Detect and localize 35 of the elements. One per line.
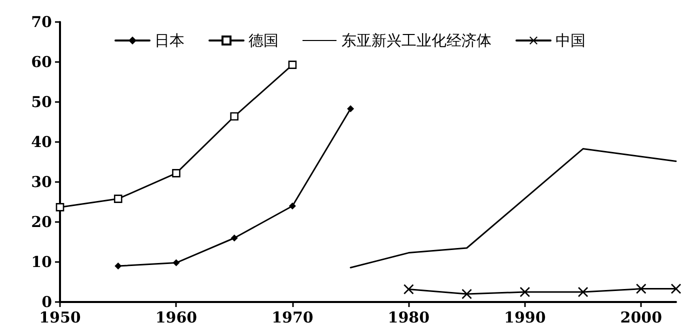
point (172, 169, 180, 178)
point (114, 262, 122, 270)
line-series (350, 148, 677, 268)
point (578, 287, 588, 297)
x-tick-label: 1950 (39, 308, 81, 326)
point (288, 202, 296, 210)
point (172, 259, 180, 266)
x-tick-label: 2000 (620, 308, 662, 326)
point (230, 112, 238, 121)
y-tick-label: 40 (31, 133, 52, 151)
x-tick-label: 1970 (272, 308, 314, 326)
x-tick-label: 1980 (388, 308, 430, 326)
y-tick-label: 30 (31, 173, 52, 191)
point (636, 284, 646, 294)
x-tick-label: 1960 (155, 308, 198, 326)
point (288, 60, 297, 69)
y-tick-label: 0 (42, 293, 52, 311)
legend-label: 日本 (154, 32, 184, 50)
point (56, 203, 64, 212)
y-tick-label: 10 (31, 253, 52, 271)
x-tick-label: 1990 (504, 308, 546, 326)
y-tick-label: 70 (31, 13, 52, 31)
legend-label: 东亚新兴工业化经济体 (342, 32, 492, 50)
point (520, 287, 530, 297)
legend-label: 中国 (556, 32, 586, 50)
point (347, 105, 354, 112)
point (462, 289, 472, 299)
legend-label: 德国 (248, 32, 278, 50)
point (671, 284, 681, 294)
point (114, 194, 122, 203)
point (404, 284, 414, 294)
y-tick-label: 60 (31, 53, 52, 71)
y-tick-label: 50 (31, 93, 52, 111)
point (230, 234, 238, 242)
y-tick-label: 20 (31, 213, 52, 231)
